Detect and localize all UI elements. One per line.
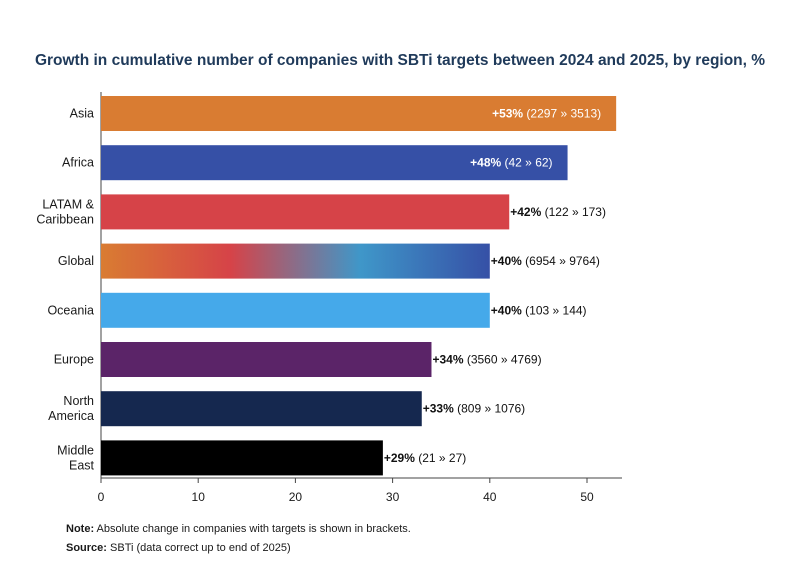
x-tick-label: 20	[289, 490, 303, 504]
note: Note: Absolute change in companies with …	[66, 523, 411, 535]
value-label: +33% (809 » 1076)	[423, 402, 525, 416]
value-label-bracket: (2297 » 3513)	[523, 107, 601, 121]
value-label-percent: +33%	[423, 402, 454, 416]
category-label: America	[48, 409, 94, 423]
note-label: Note:	[66, 523, 95, 535]
source-label: Source:	[66, 542, 107, 554]
category-label: Europe	[54, 353, 94, 367]
value-label-bracket: (42 » 62)	[501, 156, 552, 170]
value-label-percent: +42%	[510, 205, 541, 219]
bar	[101, 292, 490, 328]
category-label: Asia	[70, 107, 94, 121]
bar	[101, 96, 617, 131]
value-label: +40% (6954 » 9764)	[491, 254, 600, 268]
value-label-percent: +48%	[470, 156, 501, 170]
value-label: +42% (122 » 173)	[510, 205, 606, 219]
category-label: Oceania	[47, 303, 94, 317]
value-label-bracket: (103 » 144)	[522, 303, 587, 317]
value-label-percent: +40%	[491, 303, 522, 317]
chart-title: Growth in cumulative number of companies…	[34, 52, 766, 69]
bar	[101, 194, 510, 230]
category-label: Caribbean	[36, 212, 94, 226]
bar	[101, 440, 383, 476]
category-label: Global	[58, 254, 94, 268]
value-label-bracket: (122 » 173)	[541, 205, 606, 219]
value-label: +29% (21 » 27)	[384, 451, 466, 465]
value-label-percent: +53%	[492, 107, 523, 121]
x-tick-label: 30	[386, 490, 400, 504]
bar	[101, 145, 568, 181]
x-tick-label: 10	[192, 490, 206, 504]
x-tick-label: 40	[483, 490, 497, 504]
value-label: +40% (103 » 144)	[491, 303, 587, 317]
bar	[101, 243, 490, 279]
value-label: +48% (42 » 62)	[470, 156, 552, 170]
value-label-bracket: (809 » 1076)	[454, 402, 525, 416]
value-label: +34% (3560 » 4769)	[432, 353, 541, 367]
bar	[101, 342, 432, 377]
value-label-percent: +34%	[432, 353, 463, 367]
category-label: Africa	[62, 156, 94, 170]
category-label: LATAM &	[42, 197, 94, 211]
category-label: Middle	[57, 443, 94, 457]
value-label-bracket: (3560 » 4769)	[464, 353, 542, 367]
value-label-bracket: (21 » 27)	[415, 451, 466, 465]
x-tick-label: 0	[98, 490, 105, 504]
value-label-bracket: (6954 » 9764)	[522, 254, 600, 268]
source: Source: SBTi (data correct up to end of …	[66, 542, 291, 554]
category-label: North	[63, 394, 94, 408]
value-label-percent: +29%	[384, 451, 415, 465]
x-tick-label: 50	[580, 490, 594, 504]
source-text: SBTi (data correct up to end of 2025)	[106, 542, 291, 554]
value-label-percent: +40%	[491, 254, 522, 268]
value-label: +53% (2297 » 3513)	[492, 107, 601, 121]
bar	[101, 391, 422, 427]
note-text: Absolute change in companies with target…	[94, 523, 411, 535]
category-label: East	[69, 458, 95, 472]
